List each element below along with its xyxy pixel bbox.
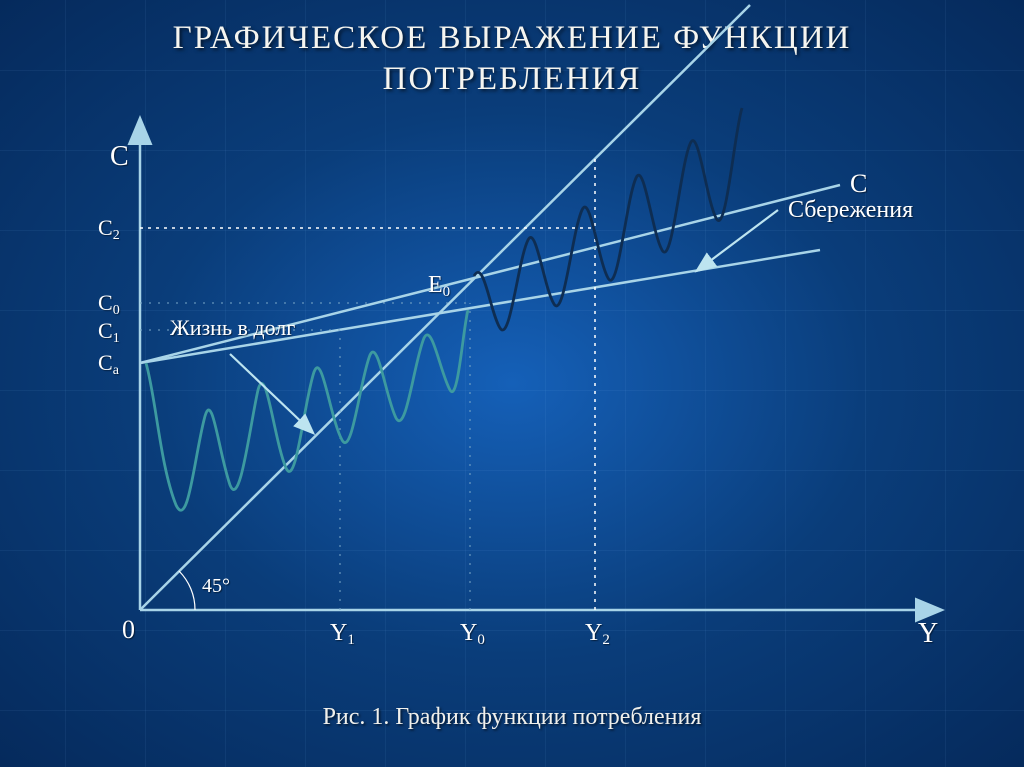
angle-label: 45°: [202, 575, 230, 597]
title-line-2: ПОТРЕБЛЕНИЯ: [0, 59, 1024, 100]
angle-arc: [179, 571, 195, 610]
squiggle-debt: [146, 310, 468, 510]
figure-caption: Рис. 1. График функции потребления: [0, 704, 1024, 731]
consumption-chart: 45° 0 Y Y1 Y0 Y2 C C2 C0 C1 Ca: [100, 140, 920, 660]
y-tick-C0: C0: [98, 290, 120, 318]
y-tick-C1: C1: [98, 318, 120, 346]
y-tick-Ca: Ca: [98, 350, 120, 378]
x-tick-y1: Y1: [330, 620, 355, 648]
label-savings: Сбережения: [788, 197, 913, 223]
point-e0-label: E0: [428, 272, 450, 300]
svg-text:C: C: [110, 141, 129, 172]
svg-text:Ca: Ca: [98, 350, 120, 378]
svg-text:Y0: Y0: [460, 620, 485, 648]
c-line-label: C: [850, 169, 867, 198]
x-tick-y0: Y0: [460, 620, 485, 648]
y-tick-C2: C2: [98, 215, 120, 243]
page-title: ГРАФИЧЕСКОЕ ВЫРАЖЕНИЕ ФУНКЦИИ ПОТРЕБЛЕНИ…: [0, 18, 1024, 101]
label-debt: Жизнь в долг: [170, 315, 295, 340]
svg-text:C2: C2: [98, 215, 120, 243]
x-axis-label: Y: [918, 618, 938, 649]
y-tick-C: C: [110, 141, 129, 172]
chart-svg: 45° 0 Y Y1 Y0 Y2 C C2 C0 C1 Ca: [100, 140, 920, 660]
svg-text:C0: C0: [98, 290, 120, 318]
x-tick-y2: Y2: [585, 620, 610, 648]
svg-text:C1: C1: [98, 318, 120, 346]
svg-text:Y1: Y1: [330, 620, 355, 648]
svg-text:Y2: Y2: [585, 620, 610, 648]
arrow-debt: [230, 354, 312, 432]
consumption-line: [140, 250, 820, 363]
title-line-1: ГРАФИЧЕСКОЕ ВЫРАЖЕНИЕ ФУНКЦИИ: [0, 18, 1024, 59]
origin-label: 0: [122, 615, 135, 644]
